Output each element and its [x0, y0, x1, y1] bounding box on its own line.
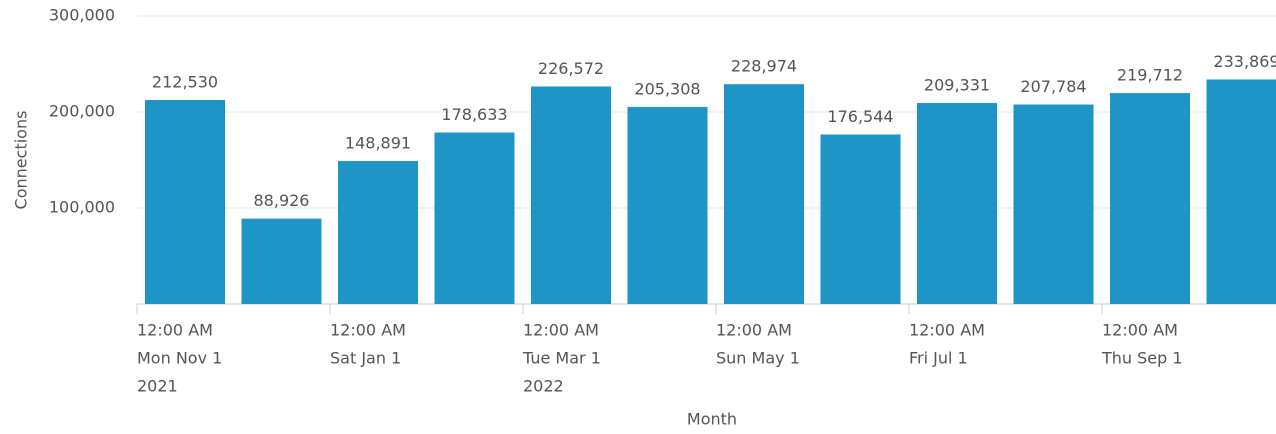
value-label: 228,974 — [731, 57, 797, 76]
bar — [531, 86, 611, 305]
bar — [724, 84, 804, 304]
bar — [434, 132, 515, 304]
x-tick-label: Sun May 1 — [716, 349, 800, 368]
value-label: 148,891 — [345, 134, 411, 153]
value-label: 209,331 — [924, 76, 990, 95]
bar — [241, 218, 322, 304]
y-tick-label: 300,000 — [49, 6, 115, 25]
x-tick-label: 12:00 AM — [1102, 321, 1178, 340]
value-label: 88,926 — [254, 191, 310, 210]
x-tick-label: 12:00 AM — [137, 321, 213, 340]
value-label: 205,308 — [634, 79, 700, 98]
x-tick-label: Thu Sep 1 — [1101, 349, 1183, 368]
bar — [338, 161, 418, 304]
x-tick-label: 2021 — [137, 377, 178, 396]
x-tick-label: 12:00 AM — [909, 321, 985, 340]
bar — [627, 106, 708, 304]
x-tick-label: Tue Mar 1 — [522, 349, 601, 368]
value-label: 207,784 — [1020, 77, 1086, 96]
value-label: 178,633 — [441, 105, 507, 124]
x-tick-label: 12:00 AM — [716, 321, 792, 340]
value-label: 212,530 — [152, 72, 218, 91]
bar — [1206, 79, 1276, 304]
y-axis-title: Connections — [12, 111, 31, 210]
x-axis-title: Month — [687, 410, 737, 429]
x-tick-label: 12:00 AM — [330, 321, 406, 340]
x-tick-label: Mon Nov 1 — [137, 349, 222, 368]
x-tick-label: Fri Jul 1 — [909, 349, 968, 368]
bar — [145, 99, 225, 305]
x-tick-label: 12:00 AM — [523, 321, 599, 340]
value-label: 226,572 — [538, 59, 604, 78]
bar — [917, 103, 997, 304]
value-label: 176,544 — [827, 107, 893, 126]
x-tick-label: Sat Jan 1 — [330, 349, 401, 368]
bar — [820, 134, 901, 304]
value-label: 233,869 — [1213, 52, 1276, 71]
x-tick-label: 2022 — [523, 377, 564, 396]
y-tick-label: 100,000 — [49, 198, 115, 217]
bar — [1013, 104, 1094, 304]
value-label: 219,712 — [1117, 66, 1183, 85]
bar — [1110, 93, 1190, 304]
y-tick-label: 200,000 — [49, 102, 115, 121]
